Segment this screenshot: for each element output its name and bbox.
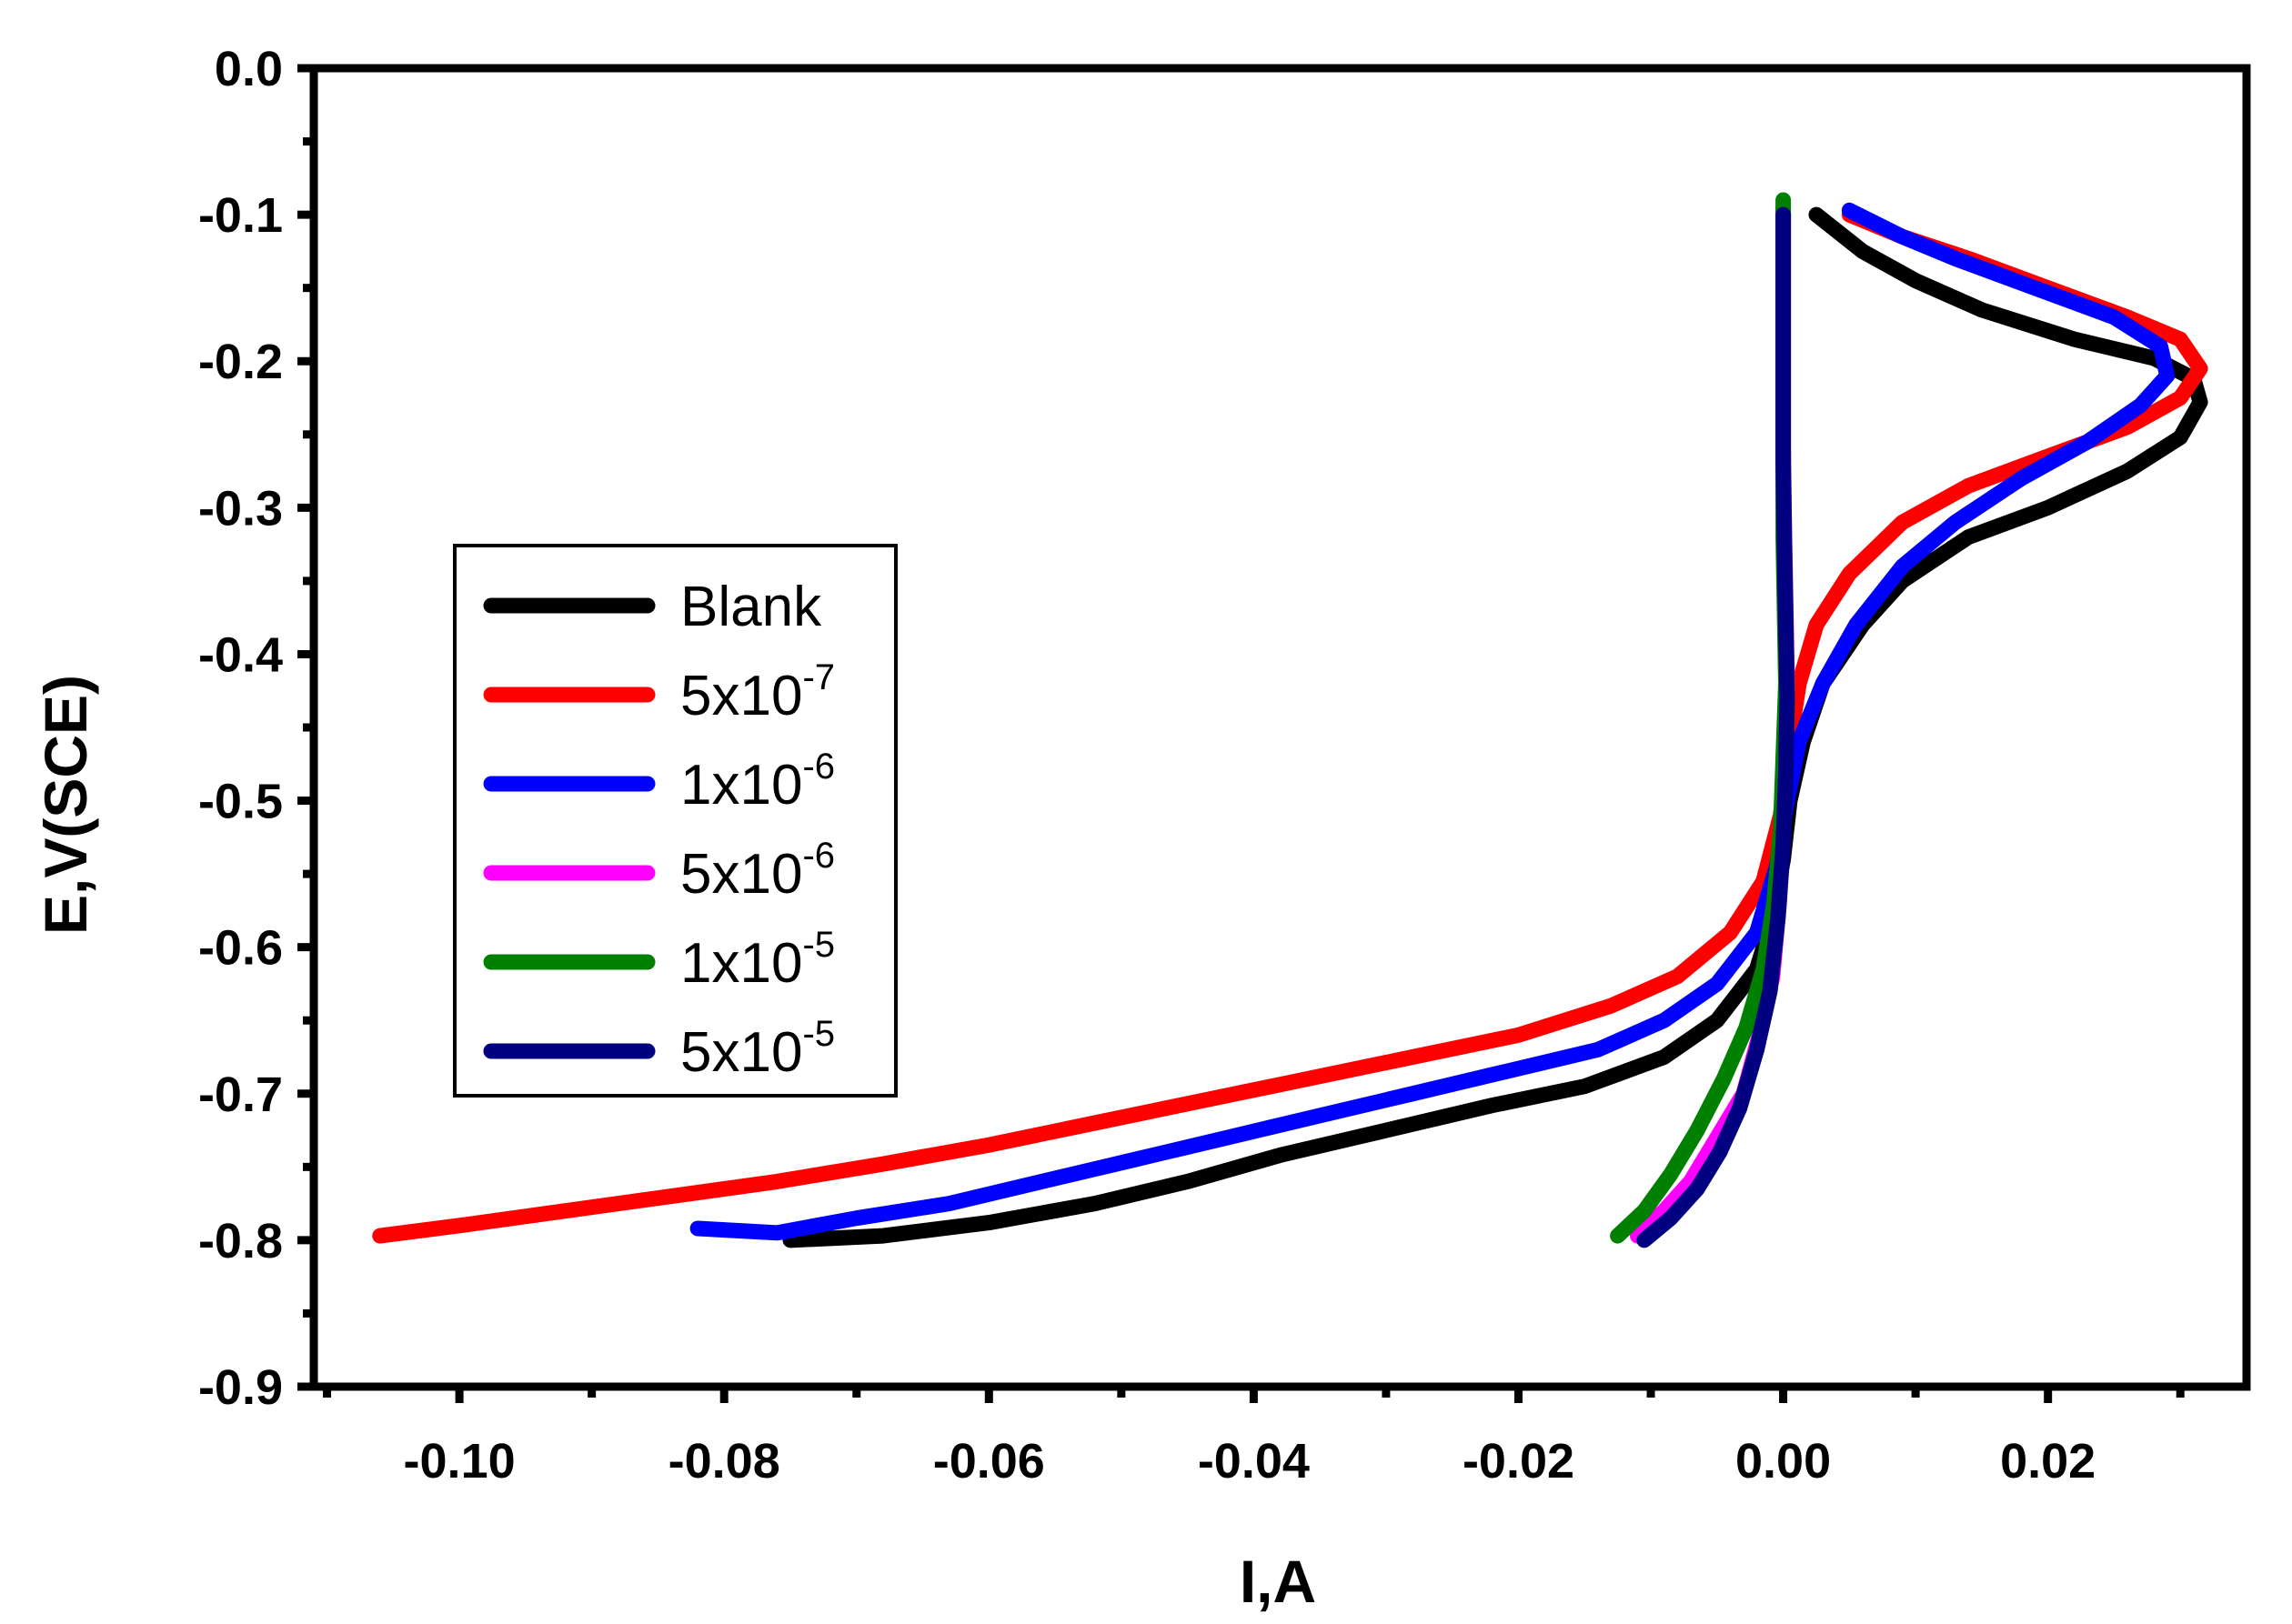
x-tick-label: 0.00	[1735, 1434, 1831, 1489]
legend-exponent: -6	[802, 836, 835, 876]
y-tick-label: -0.8	[198, 1214, 283, 1268]
series-line-4	[1610, 192, 1794, 1244]
y-tick-label: 0.0	[215, 42, 283, 96]
y-tick-label: -0.6	[198, 921, 283, 976]
y-tick-label: -0.3	[198, 481, 283, 536]
plot-frame	[309, 64, 2251, 1391]
x-tick-label: -0.02	[1463, 1434, 1574, 1489]
y-tick-label: -0.5	[198, 775, 283, 829]
y-tick-label: -0.7	[198, 1068, 283, 1122]
y-axis-title: E,V(SCE)	[32, 675, 99, 935]
legend-exponent: -5	[802, 1014, 835, 1054]
series-line-2	[689, 202, 2176, 1241]
legend-exponent: -7	[802, 657, 835, 697]
x-tick-label: -0.10	[404, 1434, 516, 1489]
x-tick-label: 0.02	[2000, 1434, 2096, 1489]
x-tick-label: -0.06	[933, 1434, 1045, 1489]
series-line-0	[782, 206, 2208, 1248]
data-series-group	[372, 192, 2208, 1248]
legend-exponent: -6	[802, 747, 835, 787]
series-line-3	[1630, 199, 1795, 1244]
legend-exponent: -5	[802, 925, 835, 965]
legend-box	[453, 544, 898, 1098]
y-tick-label: -0.4	[198, 627, 283, 682]
y-tick-label: -0.9	[198, 1360, 283, 1415]
y-tick-label: -0.1	[198, 188, 283, 243]
y-tick-labels: 0.0 -0.1 -0.2 -0.3 -0.4 -0.5 -0.6 -0.7 -0.8 -0.9	[198, 42, 283, 1415]
x-tick-label: -0.08	[668, 1434, 780, 1489]
x-tick-label: -0.04	[1198, 1434, 1310, 1489]
legend-label-0: Blank	[680, 576, 822, 638]
x-tick-labels: -0.10 -0.08 -0.06 -0.04 -0.02 0.00 0.02	[404, 1434, 2096, 1489]
y-tick-label: -0.2	[198, 335, 283, 389]
series-line-5	[1636, 206, 1795, 1248]
x-axis-title: I,A	[1240, 1548, 1316, 1615]
